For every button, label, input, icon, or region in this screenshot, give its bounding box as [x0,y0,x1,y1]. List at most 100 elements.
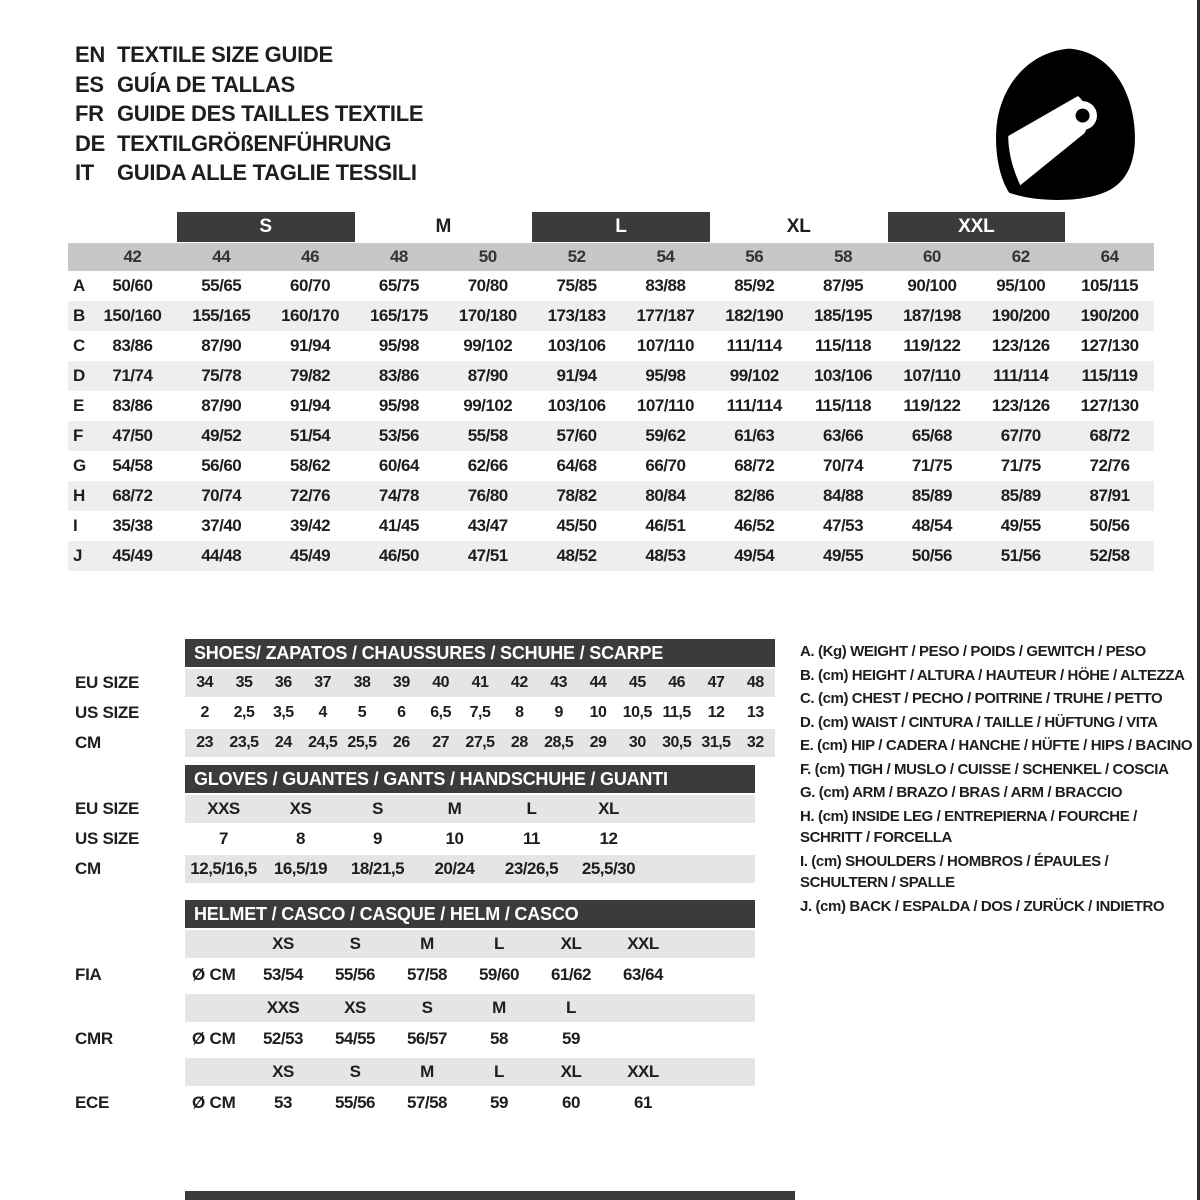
size-value: 60/64 [378,456,420,475]
size-value: 83/86 [112,336,153,355]
helmet-size: XS [344,998,366,1017]
numeric-size: 62 [1011,247,1030,266]
size-value: 115/118 [815,396,872,415]
measurement-row: I 35/38 37/40 39/42 41/45 43/47 45/50 46/51 46/5… [68,511,1154,541]
language-code: FR [75,101,104,126]
size-value: 99/102 [463,336,513,355]
size-value: 72/76 [290,486,331,505]
cell-value: 11,5 [662,704,692,721]
size-value: 65/75 [378,276,420,295]
cell-value: 44 [589,674,607,691]
size-value: 48/52 [556,546,598,565]
legend-item: E. (cm) HIP / CADERA / HANCHE / HÜFTE / … [800,737,1193,754]
size-value: 99/102 [463,396,513,415]
size-value: 165/175 [369,306,428,325]
helmet-value: 59 [562,1029,580,1048]
legend-item: G. (cm) ARM / BRAZO / BRAS / ARM / BRACC… [800,784,1123,801]
cell-value: 24,5 [308,734,338,751]
size-value: 52/58 [1089,546,1131,565]
size-value: 49/52 [201,426,242,445]
helmet-value: 57/58 [406,1093,448,1112]
legend-item: C. (cm) CHEST / PECHO / POITRINE / TRUHE… [800,690,1163,707]
cell-value: 26 [392,734,410,751]
measurement-row: E 83/86 87/90 91/94 95/98 99/102 103/106 107/11… [68,391,1154,421]
measurement-row-label: F [73,426,84,445]
cell-value: 28 [510,734,528,751]
size-value: 49/55 [823,546,864,565]
size-value: 150/160 [103,306,162,325]
size-group-l: L [532,212,710,242]
gloves-table: GLOVES / GUANTES / GANTS / HANDSCHUHE / … [68,765,775,883]
numeric-size: 52 [567,247,586,266]
size-value: 91/94 [290,396,331,415]
cell-value: 25,5/30 [581,859,636,878]
numeric-size: 64 [1100,247,1119,266]
cell-value: 46 [668,674,686,691]
size-value: 182/190 [725,306,784,325]
size-value: 37/40 [201,516,242,535]
helmet-value: 55/56 [334,965,376,984]
size-value: 177/187 [636,306,695,325]
helmet-size-labels: XXS XS S M L [185,994,755,1022]
size-value: 45/49 [112,546,153,565]
size-value: 87/90 [467,366,509,385]
measurement-row-label: H [73,486,85,505]
cell-value: XS [289,799,312,818]
row-label: US SIZE [75,829,140,848]
size-value: 46/50 [378,546,420,565]
helmet-value: 57/58 [406,965,448,984]
size-value: 95/98 [645,366,686,385]
size-value: 54/58 [112,456,153,475]
row-label [68,1058,185,1086]
helmet-values: Ø CM 53/54 55/56 57/58 59/60 61/62 63/64 [185,960,755,990]
language-title: TEXTILGRÖßENFÜHRUNG [117,130,392,156]
size-value: 47/50 [112,426,153,445]
size-value: 57/60 [556,426,598,445]
size-value: 95/98 [378,336,420,355]
helmet-size: XL [560,934,582,953]
textile-sizes-table: S M L XL XXL 42 44 46 48 50 52 54 56 58 60 62 64 A 50/60… [68,212,1154,571]
size-value: 60/70 [290,276,331,295]
language-row: IT GUIDA ALLE TAGLIE TESSILI [75,158,423,188]
measurement-row-label: I [73,516,78,535]
measurement-row-label: E [73,396,85,415]
cell-value: 42 [510,674,528,691]
helmet-size: L [566,998,576,1017]
helmet-size: XS [272,934,294,953]
cell-value: XXS [207,799,240,818]
size-value: 190/200 [991,306,1050,325]
measurement-legend: A. (Kg) WEIGHT / PESO / POIDS / GEWITCH … [800,639,1197,1122]
size-value: 111/114 [993,366,1049,385]
size-value: 85/89 [1000,486,1042,505]
cell-value: 41 [471,674,489,691]
size-value: 70/74 [201,486,242,505]
cell-value: 2,5 [233,704,255,721]
size-value: 75/78 [201,366,242,385]
measurement-rows: A 50/60 55/65 60/70 65/75 70/80 75/85 83/88 85/9… [68,271,1154,571]
measurement-row: A 50/60 55/65 60/70 65/75 70/80 75/85 83/88 85/9… [68,271,1154,301]
cell-value: 18/21,5 [350,859,405,878]
standard-label: ECE [75,1093,110,1112]
helmet-value-row: CMR Ø CM 52/53 54/55 56/57 58 59 [68,1024,775,1054]
cell-value: 47 [707,674,725,691]
size-value: 187/198 [902,306,961,325]
helmet-value: 59 [490,1093,508,1112]
helmet-value: 55/56 [334,1093,376,1112]
diameter-unit: Ø CM [192,1093,236,1112]
size-value: 48/53 [645,546,686,565]
helmet-table: HELMET / CASCO / CASQUE / HELM / CASCO X… [68,900,775,1118]
size-value: 72/76 [1089,456,1131,475]
helmet-size: M [492,998,506,1017]
cell-value: 6,5 [430,704,452,721]
size-value: 71/75 [911,456,953,475]
racing-helmet-icon [988,44,1140,202]
cell-value: 30,5 [662,734,692,751]
size-value: 56/60 [201,456,242,475]
size-value: 44/48 [201,546,242,565]
measurement-row-label: J [73,546,83,565]
size-value: 46/51 [645,516,686,535]
size-value: 90/100 [907,276,957,295]
size-value: 70/80 [467,276,509,295]
row-values: 23 23,5 24 24,5 25,5 26 27 27,5 28 28,5 29 30 30,5 31… [185,729,775,757]
cell-value: S [372,799,383,818]
